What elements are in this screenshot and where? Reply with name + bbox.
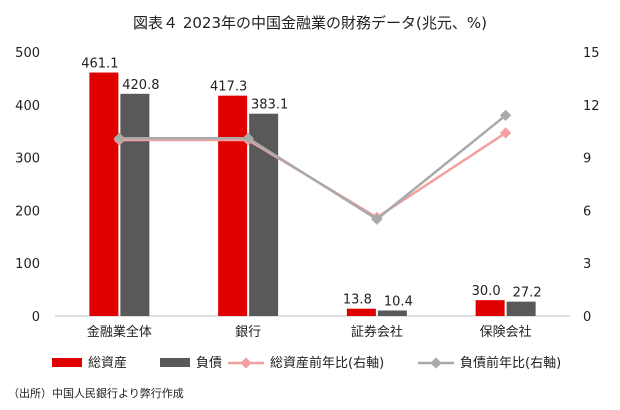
bar-liabilities: [506, 301, 536, 316]
data-labels: 461.1 417.3 13.8 30.0 420.8 383.1 10.4 27.2: [81, 57, 541, 310]
data-label: 417.3: [210, 80, 247, 95]
y-right-tick-label: 9: [583, 152, 591, 167]
line-point-marker: [371, 213, 383, 225]
bar-total-assets: [218, 95, 248, 316]
x-category-label: 銀行: [235, 325, 261, 340]
legend: 総資産 負債 総資産前年比(右軸) 負債前年比(右軸): [52, 355, 561, 371]
x-category-label: 金融業全体: [87, 324, 152, 340]
data-label: 13.8: [343, 293, 372, 308]
y-left-tick-label: 0: [32, 310, 40, 325]
axes: 0 100 200 300 400 500 0 3 6 9 12 15 金融業全体 銀行 証券会社 保険会社: [15, 46, 599, 340]
data-label: 30.0: [472, 284, 501, 299]
legend-label: 負債: [196, 356, 222, 371]
bar-total-assets: [89, 72, 119, 316]
bar-total-assets: [346, 308, 376, 316]
y-right-tick-label: 3: [583, 257, 591, 272]
bar-liabilities: [120, 93, 150, 316]
x-category-label: 証券会社: [351, 324, 403, 340]
legend-label: 総資産: [88, 355, 127, 371]
bars: [89, 72, 536, 316]
y-left-tick-label: 100: [15, 257, 40, 272]
x-category-label: 保険会社: [480, 324, 532, 340]
y-right-tick-label: 6: [583, 204, 591, 219]
source-note: （出所）中国人民銀行より弊行作成: [8, 386, 184, 400]
bar-liabilities: [377, 310, 407, 316]
chart-title: 図表４ 2023年の中国金融業の財務データ(兆元、%): [133, 14, 487, 32]
y-left-tick-label: 200: [15, 204, 40, 219]
y-right-tick-label: 0: [583, 310, 591, 325]
lines: [113, 109, 512, 225]
y-right-tick-label: 12: [583, 99, 600, 114]
legend-marker: [240, 357, 252, 369]
legend-swatch: [52, 358, 82, 367]
series-line-total-assets-yoy: [119, 131, 507, 219]
legend-marker: [430, 357, 442, 369]
line-point-marker: [242, 132, 254, 144]
data-label: 383.1: [251, 98, 288, 113]
data-label: 10.4: [384, 295, 413, 310]
data-label: 461.1: [81, 57, 118, 72]
legend-label: 負債前年比(右軸): [460, 355, 561, 371]
y-left-tick-label: 400: [15, 99, 40, 114]
y-left-tick-label: 500: [15, 46, 40, 61]
series-line-liabilities-yoy: [119, 114, 507, 221]
data-label: 420.8: [122, 78, 159, 93]
legend-label: 総資産前年比(右軸): [270, 355, 384, 371]
legend-swatch: [160, 358, 190, 367]
data-label: 27.2: [513, 286, 542, 301]
bar-total-assets: [475, 300, 505, 316]
y-right-tick-label: 15: [583, 46, 600, 61]
line-point-marker: [499, 127, 512, 139]
y-left-tick-label: 300: [15, 152, 40, 167]
